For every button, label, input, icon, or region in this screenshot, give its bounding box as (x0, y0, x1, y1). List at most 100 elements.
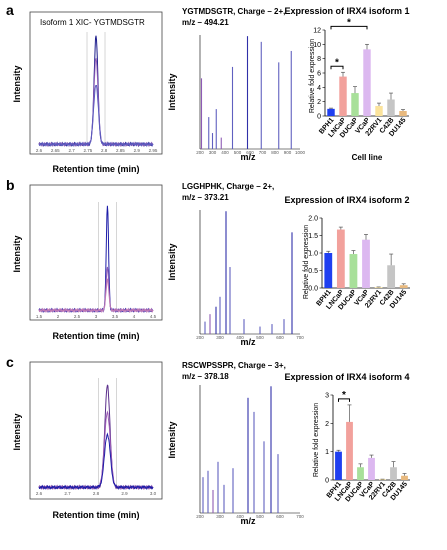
xic-frame-c (29, 361, 163, 500)
x-tick-label: 200 (196, 150, 204, 155)
x-tick-label: 2.9 (134, 148, 141, 153)
ms-ylabel-a: Intensity (167, 73, 177, 110)
x-tick-label: 600 (276, 335, 284, 340)
xic-trace (38, 432, 154, 491)
ms-chart-c: RSCWPSSPR, Charge – 3+, m/z – 378.18 Int… (167, 361, 304, 526)
xic-ylabel-c: Intensity (12, 413, 22, 450)
xic-frame-b (29, 184, 163, 321)
x-tick-label: 2.8 (101, 148, 108, 153)
y-tick-label: 0.0 (308, 286, 318, 293)
x-tick-label: 700 (296, 514, 304, 519)
xic-chart-a: Isoform 1 XIC- YGTMDSGTR Intensity Reten… (12, 11, 163, 174)
bar-plot-b: 0.00.51.01.52.0BPH1LNCaPDUCaPVCaP22RV1C4… (308, 216, 410, 311)
x-tick-label: 600 (246, 150, 254, 155)
xic-ylabel-a: Intensity (12, 65, 22, 102)
x-tick-label: 300 (216, 335, 224, 340)
significance-bracket (338, 398, 350, 402)
bar-lncap (339, 76, 347, 116)
bar-ylabel-a: Relative fold expression (309, 39, 316, 113)
bar-chart-a: Expression of IRX4 isoform 1 Relative fo… (284, 6, 409, 162)
y-tick-label: 8 (317, 56, 321, 63)
x-tick-label: 4.5 (150, 314, 157, 319)
x-tick-label: 2.6 (36, 491, 43, 496)
x-tick-label: 2.85 (116, 148, 125, 153)
y-tick-label: 12 (313, 28, 321, 35)
xic-xlabel-c: Retention time (min) (53, 510, 140, 520)
ms-plot-b: 200 300 400 500 600 700 (196, 210, 304, 340)
x-tick-label: 500 (234, 150, 242, 155)
y-tick-label: 2 (317, 99, 321, 106)
bar-ducap (357, 467, 364, 480)
bar-title-a: Expression of IRX4 isoform 1 (284, 6, 409, 16)
x-tick-label: 700 (259, 150, 267, 155)
x-tick-label: 400 (221, 150, 229, 155)
bar-bph1 (335, 451, 342, 480)
y-tick-label: 0 (317, 114, 321, 121)
x-tick-label: 300 (209, 150, 217, 155)
xic-chart-c: Intensity Retention time (min) 2.6 2.7 2.8… (12, 361, 163, 520)
x-tick-label: 2 (57, 314, 60, 319)
x-tick-label: 600 (276, 514, 284, 519)
x-tick-label: 500 (256, 335, 264, 340)
ms-ylabel-b: Intensity (167, 243, 177, 280)
y-tick-label: 10 (313, 42, 321, 49)
bar-vcap (368, 457, 375, 480)
ms-xlabel-c: m/z (240, 516, 256, 526)
ms-title-c-line1: RSCWPSSPR, Charge – 3+, (182, 361, 286, 370)
x-tick-label: 2.95 (149, 148, 158, 153)
xic-chart-b: Intensity Retention time (min) 1.5 2 2.5 3 3… (12, 184, 163, 341)
xic-ylabel-b: Intensity (12, 235, 22, 272)
x-tick-label: 2.7 (68, 148, 75, 153)
x-tick-label: 200 (196, 335, 204, 340)
bar-22rv1 (379, 479, 386, 480)
ms-chart-b: LGGHPHK, Charge – 2+, m/z – 373.21 Inten… (167, 182, 304, 347)
ms-title-b-line1: LGGHPHK, Charge – 2+, (182, 182, 274, 191)
bar-bph1 (324, 253, 333, 288)
xic-xlabel-b: Retention time (min) (53, 331, 140, 341)
bar-chart-c: Expression of IRX4 isoform 4 Relative fo… (284, 372, 410, 503)
bar-c42b (387, 265, 396, 288)
y-tick-label: 0.5 (308, 268, 318, 275)
xic-plot-c: 2.6 2.7 2.8 2.9 3.0 (36, 378, 157, 496)
bar-xlabel-a: Cell line (352, 153, 383, 162)
bar-chart-b: Expression of IRX4 isoform 2 Relative fo… (284, 195, 410, 311)
bar-22rv1 (375, 105, 383, 116)
x-tick-label: 700 (296, 335, 304, 340)
xic-plot-b: 1.5 2 2.5 3 3.5 4 4.5 (36, 202, 157, 319)
y-tick-label: 1.0 (308, 251, 318, 258)
significance-label: * (342, 390, 346, 401)
bar-lncap (336, 229, 345, 288)
x-tick-label: 900 (284, 150, 292, 155)
x-tick-label: 3.5 (112, 314, 119, 319)
ms-chart-a: YGTMDSGTR, Charge – 2+, m/z – 494.21 Int… (167, 7, 306, 162)
xic-plot-a: 2.6 2.65 2.7 2.75 2.8 2.85 2.9 2.95 (36, 32, 158, 153)
y-tick-label: 1.5 (308, 233, 318, 240)
x-tick-label: 2.75 (83, 148, 92, 153)
significance-label: * (347, 17, 351, 28)
ms-xlabel-a: m/z (240, 152, 256, 162)
y-tick-label: 3 (325, 393, 329, 400)
x-tick-label: 1000 (295, 150, 306, 155)
x-tick-label: 1.5 (36, 314, 43, 319)
panel-letter-c: c (6, 354, 14, 370)
xic-xlabel-a: Retention time (min) (53, 164, 140, 174)
y-tick-label: 2 (325, 421, 329, 428)
ms-plot-a: 200 300 400 500 600 700 800 900 1000 (196, 35, 306, 155)
xic-title-a: Isoform 1 XIC- YGTMDSGTR (40, 18, 145, 27)
ms-plot-c: 200 300 400 500 600 700 (196, 385, 304, 519)
y-tick-label: 6 (317, 71, 321, 78)
xic-trace (38, 278, 154, 314)
y-tick-label: 1 (325, 449, 329, 456)
bar-title-c: Expression of IRX4 isoform 4 (284, 372, 409, 382)
ms-xlabel-b: m/z (240, 337, 256, 347)
x-tick-label: 200 (196, 514, 204, 519)
x-tick-label: 300 (216, 514, 224, 519)
bar-c42b (390, 467, 397, 480)
x-tick-label: 2.9 (121, 491, 128, 496)
x-tick-label: 2.65 (51, 148, 60, 153)
panel-letter-a: a (6, 2, 14, 18)
bar-vcap (363, 49, 371, 116)
x-tick-label: 3.0 (150, 491, 157, 496)
x-tick-label: 400 (236, 514, 244, 519)
